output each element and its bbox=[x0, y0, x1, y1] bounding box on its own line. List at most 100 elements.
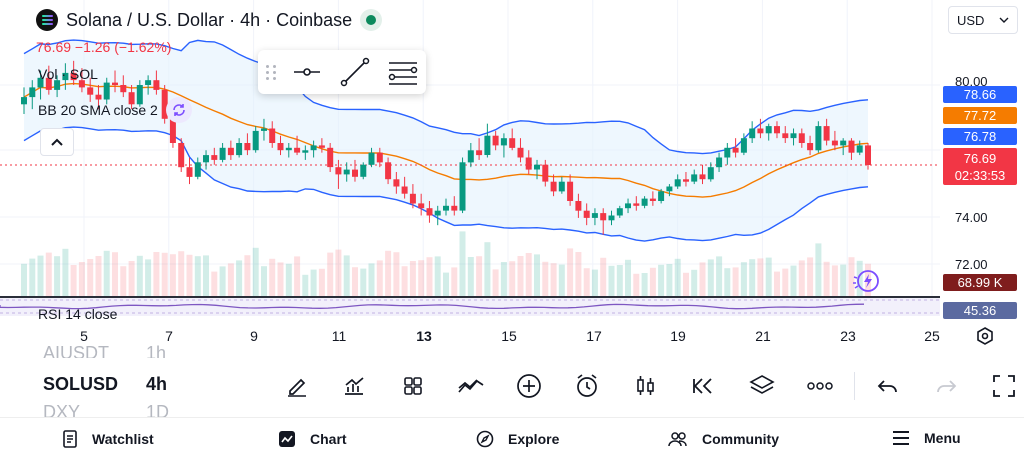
price-chart[interactable] bbox=[0, 0, 940, 322]
candle[interactable] bbox=[261, 118, 267, 141]
candle[interactable] bbox=[856, 140, 863, 156]
candle[interactable] bbox=[641, 196, 648, 209]
candle[interactable] bbox=[583, 203, 590, 226]
pencil-icon[interactable] bbox=[282, 372, 312, 400]
candle[interactable] bbox=[732, 138, 739, 158]
candle[interactable] bbox=[236, 138, 243, 158]
candle[interactable] bbox=[740, 133, 747, 156]
candle[interactable] bbox=[848, 138, 855, 160]
candle[interactable] bbox=[575, 193, 582, 218]
candle[interactable] bbox=[128, 85, 135, 110]
refresh-icon[interactable] bbox=[165, 97, 192, 123]
candle[interactable] bbox=[591, 208, 598, 226]
candle[interactable] bbox=[757, 118, 764, 139]
fullscreen-icon[interactable] bbox=[989, 372, 1019, 400]
candle[interactable] bbox=[865, 143, 871, 170]
candle[interactable] bbox=[70, 60, 77, 85]
symbol-header[interactable]: Solana / U.S. Dollar · 4h · Coinbase bbox=[36, 9, 383, 31]
drawing-tools-popup[interactable] bbox=[258, 50, 426, 94]
candle[interactable] bbox=[227, 140, 234, 160]
candle[interactable] bbox=[550, 174, 557, 197]
candle[interactable] bbox=[95, 85, 102, 110]
candle[interactable] bbox=[716, 152, 723, 172]
candle[interactable] bbox=[633, 196, 640, 211]
candle[interactable] bbox=[434, 205, 441, 226]
candle[interactable] bbox=[509, 128, 516, 151]
bollinger-legend[interactable]: BB 20 SMA close 2 bbox=[38, 97, 192, 123]
candle[interactable] bbox=[790, 128, 797, 146]
rsi-legend[interactable]: RSI 14 close bbox=[38, 306, 117, 322]
candle[interactable] bbox=[807, 135, 814, 156]
candle[interactable] bbox=[831, 130, 838, 151]
redo-icon[interactable] bbox=[931, 372, 961, 400]
candle[interactable] bbox=[87, 77, 94, 102]
indicators-icon[interactable] bbox=[339, 372, 369, 400]
chart-area[interactable]: Solana / U.S. Dollar · 4h · Coinbase 76.… bbox=[0, 0, 1024, 350]
candle[interactable] bbox=[186, 157, 193, 185]
candle[interactable] bbox=[724, 143, 731, 165]
templates-icon[interactable] bbox=[398, 372, 428, 400]
candle[interactable] bbox=[534, 159, 540, 180]
candle[interactable] bbox=[285, 143, 292, 158]
candle[interactable] bbox=[269, 121, 276, 148]
currency-select[interactable]: USD bbox=[948, 6, 1018, 34]
collapse-legend-button[interactable] bbox=[40, 128, 74, 156]
alert-icon[interactable] bbox=[572, 372, 602, 400]
nav-explore[interactable]: Explore bbox=[476, 430, 559, 448]
candle[interactable] bbox=[294, 135, 301, 156]
candle[interactable] bbox=[252, 126, 259, 153]
next-symbol[interactable]: DXY bbox=[43, 403, 81, 417]
candle[interactable] bbox=[153, 70, 160, 95]
candle[interactable] bbox=[120, 75, 127, 98]
candle[interactable] bbox=[649, 191, 656, 206]
candle[interactable] bbox=[401, 176, 408, 199]
nav-chart[interactable]: Chart bbox=[278, 430, 347, 448]
volume-legend[interactable]: Vol · SOL bbox=[38, 66, 98, 82]
lightning-icon[interactable] bbox=[851, 268, 881, 299]
candle[interactable] bbox=[691, 169, 698, 185]
candle[interactable] bbox=[558, 176, 565, 194]
candle[interactable] bbox=[443, 198, 449, 216]
candle[interactable] bbox=[21, 87, 27, 114]
next-timeframe[interactable]: 1D bbox=[146, 403, 170, 417]
candle[interactable] bbox=[219, 143, 226, 163]
time-axis[interactable]: 5 7 9 11 13 15 17 19 21 23 25 bbox=[0, 322, 1024, 350]
candle[interactable] bbox=[699, 164, 706, 185]
candle[interactable] bbox=[625, 198, 631, 214]
drag-handle-icon[interactable] bbox=[266, 64, 276, 80]
candle[interactable] bbox=[608, 210, 615, 226]
candle[interactable] bbox=[244, 133, 251, 156]
candle[interactable] bbox=[78, 68, 85, 93]
candle[interactable] bbox=[318, 138, 325, 153]
candle[interactable] bbox=[178, 138, 185, 172]
compare-icon[interactable] bbox=[456, 372, 486, 400]
layers-icon[interactable] bbox=[747, 372, 777, 400]
candle[interactable] bbox=[683, 172, 689, 187]
candle[interactable] bbox=[823, 118, 830, 146]
candle[interactable] bbox=[426, 201, 433, 223]
add-icon[interactable] bbox=[514, 372, 544, 400]
candle[interactable] bbox=[500, 133, 507, 158]
candle[interactable] bbox=[360, 162, 367, 180]
candle[interactable] bbox=[484, 123, 491, 158]
candle[interactable] bbox=[368, 147, 375, 168]
candle[interactable] bbox=[310, 140, 317, 158]
candle[interactable] bbox=[616, 205, 623, 218]
candle[interactable] bbox=[145, 75, 152, 95]
candle[interactable] bbox=[37, 70, 44, 100]
nav-watchlist[interactable]: Watchlist bbox=[62, 430, 154, 448]
more-icon[interactable] bbox=[805, 372, 835, 400]
candle[interactable] bbox=[376, 147, 383, 168]
candle[interactable] bbox=[352, 159, 358, 182]
replay-icon[interactable] bbox=[688, 372, 718, 400]
candle[interactable] bbox=[112, 70, 118, 93]
candle[interactable] bbox=[451, 196, 458, 216]
candle[interactable] bbox=[211, 147, 218, 165]
candle[interactable] bbox=[765, 123, 772, 141]
candle[interactable] bbox=[525, 150, 532, 175]
trend-line-icon[interactable] bbox=[338, 57, 372, 87]
candle[interactable] bbox=[542, 159, 549, 187]
candle[interactable] bbox=[136, 80, 143, 107]
chart-settings-icon[interactable] bbox=[975, 326, 995, 350]
candle[interactable] bbox=[327, 143, 334, 172]
